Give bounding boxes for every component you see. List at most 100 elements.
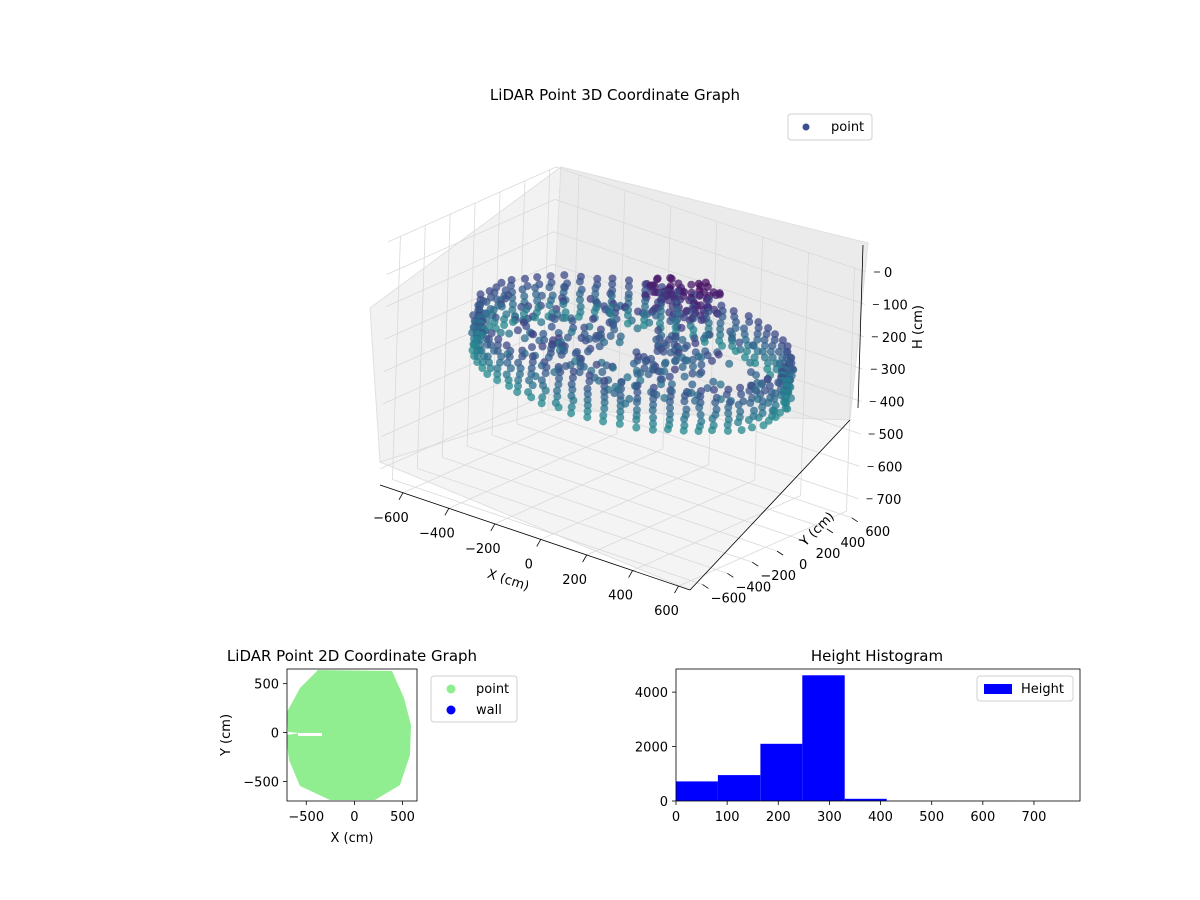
point-3d bbox=[678, 363, 687, 371]
legend-marker-point-2d bbox=[446, 684, 456, 694]
z-tick-label-3d: 600 bbox=[878, 460, 903, 475]
point-3d bbox=[697, 353, 706, 362]
point-3d bbox=[704, 324, 713, 333]
legend-label-wall-2d: wall bbox=[476, 703, 502, 718]
point-3d bbox=[709, 377, 718, 386]
z-axis-label-3d: H (cm) bbox=[911, 305, 926, 349]
y-tick-label-3d: 0 bbox=[799, 558, 807, 573]
histogram-bar bbox=[760, 743, 803, 801]
point-3d bbox=[757, 380, 766, 389]
grid-line-y bbox=[466, 203, 778, 552]
grid-line-x bbox=[540, 221, 718, 540]
point-3d bbox=[641, 297, 650, 306]
grid-line-x bbox=[678, 268, 855, 587]
y-tick-label-3d: −400 bbox=[735, 580, 771, 595]
point-3d bbox=[615, 419, 624, 428]
y-tick-label-histogram: 0 bbox=[660, 795, 668, 810]
point-3d bbox=[734, 418, 743, 427]
point-3d bbox=[666, 348, 675, 357]
point-3d bbox=[560, 271, 569, 280]
y-axis-line bbox=[689, 419, 851, 591]
y-tick-3d bbox=[727, 573, 734, 578]
point-3d bbox=[500, 315, 509, 324]
point-3d bbox=[584, 347, 592, 356]
x-tick-label-3d: −200 bbox=[465, 542, 501, 557]
point-3d bbox=[751, 359, 760, 368]
point-3d bbox=[593, 274, 602, 283]
point-3d bbox=[763, 364, 772, 373]
x-tick-label-3d: 400 bbox=[608, 589, 633, 604]
point-3d bbox=[553, 392, 562, 401]
point-3d bbox=[493, 341, 502, 350]
y-tick-label-2d: 500 bbox=[254, 678, 279, 693]
y-tick-label-3d: 600 bbox=[865, 525, 890, 540]
x-tick-label-3d: −400 bbox=[419, 526, 455, 541]
x-tick-3d bbox=[536, 539, 542, 547]
point-3d bbox=[641, 357, 650, 366]
point-3d bbox=[649, 413, 658, 422]
x-tick-label-histogram: 500 bbox=[919, 810, 944, 825]
point-3d bbox=[508, 305, 517, 314]
grid-line-z bbox=[380, 393, 859, 500]
x-tick-label-3d: 200 bbox=[562, 573, 587, 588]
point-3d bbox=[483, 370, 492, 378]
point-3d bbox=[610, 325, 619, 334]
point-3d bbox=[745, 386, 754, 395]
point-3d bbox=[554, 380, 563, 389]
point-3d bbox=[754, 323, 763, 332]
y-tick-3d bbox=[776, 550, 784, 556]
chart-2d-title: LiDAR Point 2D Coordinate Graph bbox=[227, 647, 477, 665]
point-3d bbox=[585, 377, 594, 386]
legend-2d: point wall bbox=[430, 675, 518, 723]
point-3d bbox=[556, 368, 565, 376]
point-3d bbox=[665, 372, 674, 381]
point-3d bbox=[478, 364, 487, 372]
point-3d bbox=[695, 370, 704, 378]
point-3d bbox=[518, 352, 527, 361]
x-tick-3d bbox=[582, 554, 588, 563]
point-3d bbox=[505, 329, 514, 338]
point-3d bbox=[648, 425, 657, 434]
point-3d bbox=[514, 382, 522, 391]
point-3d bbox=[504, 376, 513, 385]
point-3d bbox=[557, 350, 566, 359]
ticks-2d: −500 0 500 −500 0 500 bbox=[243, 678, 415, 825]
point-3d bbox=[764, 398, 773, 407]
point-3d bbox=[583, 413, 592, 422]
x-tick-label-histogram: 0 bbox=[672, 810, 680, 825]
point-3d bbox=[513, 388, 522, 396]
point-3d bbox=[783, 404, 792, 413]
point-3d bbox=[528, 343, 536, 352]
grid-line-x bbox=[402, 174, 580, 494]
point-3d bbox=[695, 403, 704, 412]
point-3d bbox=[607, 309, 616, 318]
point-3d bbox=[583, 390, 592, 399]
gap-2d bbox=[298, 733, 322, 736]
point-3d bbox=[561, 362, 570, 371]
point-3d bbox=[711, 398, 720, 407]
point-3d bbox=[528, 358, 537, 367]
ticks-histogram: 0 100 200 300 400 500 600 700 0 2000 4000 bbox=[635, 686, 1046, 825]
point-3d bbox=[531, 313, 539, 322]
point-3d bbox=[737, 426, 746, 435]
point-3d bbox=[576, 295, 584, 304]
point-3d bbox=[633, 324, 642, 333]
point-3d bbox=[743, 347, 751, 356]
point-3d bbox=[695, 291, 704, 300]
legend-label-point-2d: point bbox=[476, 682, 509, 697]
point-3d bbox=[696, 392, 705, 401]
z-tick-label-3d: 500 bbox=[879, 428, 904, 443]
point-3d bbox=[545, 283, 554, 292]
point-3d bbox=[632, 398, 641, 407]
point-3d bbox=[591, 284, 600, 293]
z-tick-label-3d: 100 bbox=[883, 298, 908, 313]
point-3d bbox=[723, 420, 732, 429]
point-3d bbox=[754, 318, 763, 327]
point-3d bbox=[520, 292, 529, 301]
point-3d bbox=[546, 272, 555, 281]
point-3d bbox=[764, 416, 773, 425]
point-3d bbox=[607, 291, 616, 300]
legend-marker-height bbox=[984, 684, 1012, 694]
point-3d bbox=[710, 385, 718, 394]
